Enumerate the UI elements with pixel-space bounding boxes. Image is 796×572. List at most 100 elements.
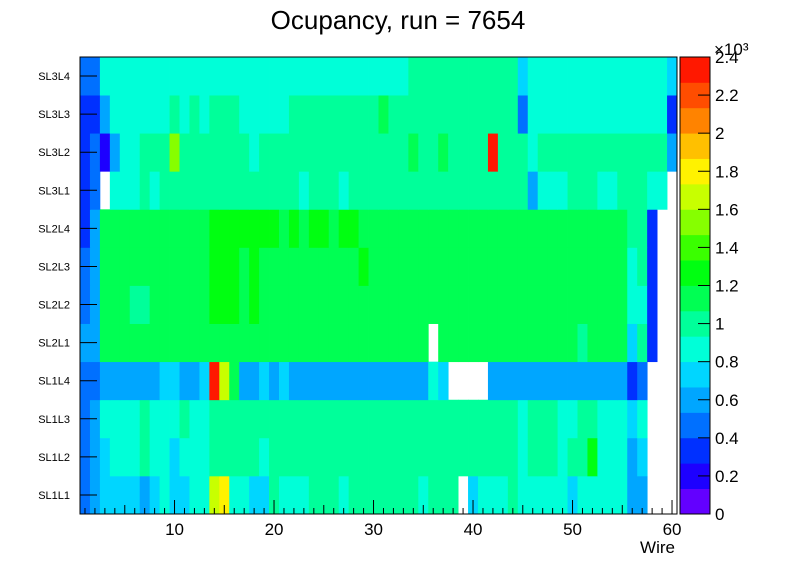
heatmap-cell	[607, 361, 618, 401]
heatmap-cell	[647, 171, 658, 210]
heatmap-cell	[458, 133, 469, 172]
heatmap-cell	[587, 285, 598, 324]
heatmap-cell	[259, 437, 270, 477]
heatmap-cell	[298, 399, 310, 439]
heatmap-cell	[428, 285, 439, 324]
heatmap-cell	[547, 285, 558, 324]
heatmap-cell	[249, 361, 260, 401]
heatmap-cell	[348, 361, 359, 401]
heatmap-cell	[358, 57, 369, 96]
heatmap-cell	[448, 399, 459, 439]
heatmap-cell	[577, 171, 588, 210]
heatmap-cell	[557, 437, 568, 477]
heatmap-cell	[219, 437, 230, 477]
heatmap-cell	[487, 361, 499, 401]
heatmap-cell	[249, 323, 260, 363]
heatmap-cell	[109, 285, 121, 324]
heatmap-cell	[269, 475, 280, 515]
heatmap-cell	[597, 57, 608, 96]
heatmap-cell	[478, 95, 489, 134]
heatmap-cell	[607, 323, 618, 363]
heatmap-cell	[428, 57, 439, 96]
heatmap-cell	[587, 323, 598, 363]
heatmap-cell	[259, 57, 270, 96]
heatmap-cell	[577, 57, 588, 96]
heatmap-cell	[308, 323, 320, 363]
heatmap-cell	[507, 285, 519, 324]
heatmap-cell	[308, 95, 320, 134]
heatmap-cell	[259, 323, 270, 363]
heatmap-cell	[507, 399, 519, 439]
heatmap-cell	[99, 247, 111, 286]
heatmap-cell	[109, 95, 121, 134]
heatmap-cell	[288, 247, 300, 286]
heatmap-cell	[139, 171, 151, 210]
heatmap-cell	[388, 247, 399, 286]
heatmap-cell	[139, 399, 151, 439]
heatmap-cell	[169, 171, 180, 210]
heatmap-cell	[358, 171, 369, 210]
heatmap-cell	[418, 209, 429, 248]
heatmap-cell	[249, 171, 260, 210]
heatmap-cell	[537, 171, 549, 210]
x-tick-label: 30	[364, 520, 383, 539]
heatmap-cell	[448, 57, 459, 96]
heatmap-cell	[358, 437, 369, 477]
heatmap-cell	[438, 437, 449, 477]
heatmap-cell	[99, 399, 111, 439]
heatmap-cell	[99, 475, 111, 515]
heatmap-cell	[229, 437, 240, 477]
heatmap-cell	[607, 247, 618, 286]
heatmap-cell	[517, 57, 529, 96]
heatmap-cell	[279, 475, 290, 515]
heatmap-cell	[338, 437, 350, 477]
heatmap-cell	[468, 209, 479, 248]
heatmap-cell	[308, 171, 320, 210]
heatmap-cell	[567, 399, 578, 439]
heatmap-cell	[567, 323, 578, 363]
heatmap-cell	[259, 247, 270, 286]
heatmap-cell	[627, 323, 638, 363]
heatmap-cell	[418, 247, 429, 286]
heatmap-cell	[239, 247, 250, 286]
heatmap-cell	[478, 399, 489, 439]
y-row-label: SL1L2	[38, 452, 70, 464]
heatmap-cell	[487, 323, 499, 363]
heatmap-cell	[358, 95, 369, 134]
color-scale-band	[680, 183, 710, 210]
heatmap-cell	[169, 323, 180, 363]
plot-frame	[79, 56, 678, 515]
heatmap-cell	[259, 361, 270, 401]
heatmap-cell	[119, 361, 131, 401]
heatmap-cell	[129, 475, 141, 515]
color-scale-label: 0.8	[715, 353, 739, 372]
heatmap-cell	[119, 247, 131, 286]
heatmap-cell	[288, 399, 300, 439]
heatmap-cell	[109, 247, 121, 286]
heatmap-cell	[388, 323, 399, 363]
heatmap-cell	[189, 133, 200, 172]
heatmap-cell	[328, 133, 340, 172]
heatmap-cell	[219, 171, 230, 210]
heatmap-cell	[338, 361, 350, 401]
heatmap-cell	[478, 209, 489, 248]
heatmap-cell	[159, 95, 170, 134]
heatmap-cell	[607, 437, 618, 477]
heatmap-cell	[239, 95, 250, 134]
heatmap-cell	[458, 285, 469, 324]
heatmap-cell	[229, 209, 240, 248]
heatmap-cell	[527, 209, 539, 248]
heatmap-cell	[478, 475, 489, 515]
heatmap-cell	[179, 57, 190, 96]
heatmap-cell	[239, 133, 250, 172]
heatmap-cell	[109, 475, 121, 515]
heatmap-cell	[667, 95, 678, 134]
heatmap-cell	[338, 323, 350, 363]
heatmap-cell	[209, 361, 220, 401]
heatmap-cell	[259, 475, 270, 515]
heatmap-cell	[448, 171, 459, 210]
heatmap-cell	[348, 475, 359, 515]
heatmap-cell	[189, 247, 200, 286]
heatmap-cell	[308, 133, 320, 172]
heatmap-cell	[507, 209, 519, 248]
